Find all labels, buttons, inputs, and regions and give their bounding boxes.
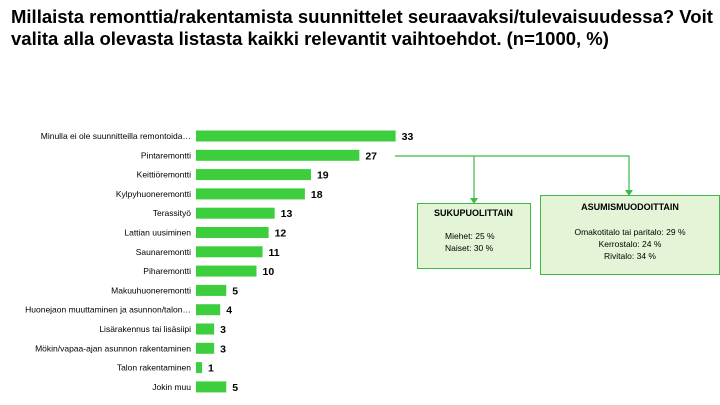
category-label: Piharemontti [143,266,191,276]
value-label: 12 [275,228,287,240]
value-label: 13 [281,208,293,220]
callout-gender-line: Miehet: 25 % [445,231,495,241]
bars-group: Minulla ei ole suunnitteilla remontoida…… [25,130,414,394]
value-label: 5 [232,382,238,394]
bar [196,381,227,393]
callout-housing-line: Omakotitalo tai paritalo: 29 % [574,227,686,237]
connector-line [395,155,630,194]
bar [196,188,305,200]
category-label: Jokin muu [152,382,191,392]
value-label: 5 [232,285,238,297]
bar [196,342,215,354]
category-label: Huonejaon muuttaminen ja asunnon/talon… [25,305,191,315]
value-label: 3 [220,324,226,336]
category-label: Lisärakennus tai lisäsiipi [99,324,191,334]
category-label: Mökin/vapaa-ajan asunnon rakentaminen [35,343,191,353]
category-label: Minulla ei ole suunnitteilla remontoida… [41,131,191,141]
callout-housing-line: Rivitalo: 34 % [604,251,656,261]
category-label: Talon rakentaminen [117,363,191,373]
callout-housing-title: ASUMISMUODOITTAIN [581,202,679,212]
category-label: Lattian uusiminen [124,228,191,238]
chart-title: Millaista remonttia/rakentamista suunnit… [11,6,713,49]
value-label: 4 [226,305,232,317]
category-label: Pintaremontti [141,150,191,160]
bar [196,304,221,316]
callout-gender-line: Naiset: 30 % [445,243,494,253]
value-label: 3 [220,343,226,355]
callout-housing-line: Kerrostalo: 24 % [598,239,662,249]
value-label: 27 [365,150,377,162]
value-label: 11 [269,247,280,259]
value-label: 10 [263,266,275,278]
bar [196,227,269,238]
category-label: Makuuhuoneremontti [111,285,191,295]
value-label: 1 [208,363,214,375]
callout-connectors [395,155,633,204]
bar [196,362,203,374]
category-label: Kylpyhuoneremontti [116,189,191,199]
value-label: 19 [317,170,329,182]
category-label: Saunaremontti [136,247,191,257]
category-label: Keittiöremontti [137,170,191,180]
bar [196,323,215,335]
callout-gender: SUKUPUOLITTAIN Miehet: 25 % Naiset: 30 % [417,203,531,269]
category-label: Terassityö [153,208,192,218]
bar [196,149,360,161]
callout-housing: ASUMISMUODOITTAIN Omakotitalo tai parita… [540,195,720,275]
value-label: 18 [311,189,323,201]
bar [196,130,396,142]
callout-gender-title: SUKUPUOLITTAIN [434,208,513,218]
bar [196,284,227,296]
connector-arrow-gender [470,198,478,204]
connector-arrow-housing [625,190,633,196]
bar [196,169,311,181]
bar [196,207,275,219]
bar [196,246,263,258]
bar [196,265,257,277]
value-label: 33 [402,131,414,143]
